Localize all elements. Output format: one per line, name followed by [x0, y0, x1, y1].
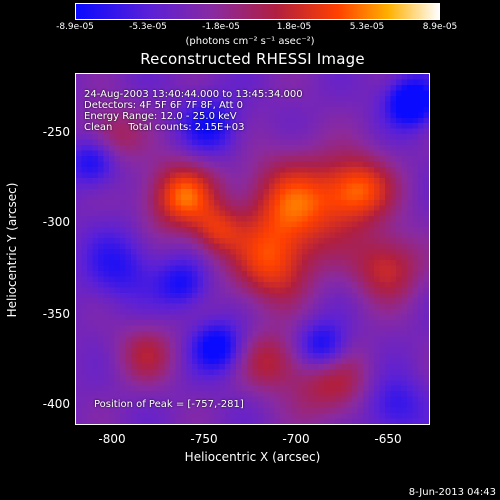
annotation-energy: Energy Range: 12.0 - 25.0 keV — [84, 111, 237, 122]
annotation-detectors: Detectors: 4F 5F 6F 7F 8F, Att 0 — [84, 100, 244, 111]
x-tick-label: -650 — [374, 432, 402, 446]
colorbar — [75, 3, 440, 20]
y-tick-label: -400 — [42, 397, 70, 411]
peak-label: Position of Peak = [-757,-281] — [94, 399, 244, 410]
x-tick-label: -700 — [282, 432, 310, 446]
colorbar-tick: -5.3e-05 — [129, 22, 167, 32]
x-tick-label: -750 — [190, 432, 218, 446]
y-tick-label: -300 — [42, 215, 70, 229]
colorbar-tick: 1.8e-05 — [276, 22, 312, 32]
colorbar-units: (photons cm⁻² s⁻¹ asec⁻²) — [185, 36, 315, 47]
plot-area: 24-Aug-2003 13:40:44.000 to 13:45:34.000… — [75, 73, 430, 425]
annotation-counts: Clean Total counts: 2.15E+03 — [84, 122, 245, 133]
y-tick-label: -350 — [42, 307, 70, 321]
annotation-time: 24-Aug-2003 13:40:44.000 to 13:45:34.000 — [84, 89, 303, 100]
y-axis-label: Heliocentric Y (arcsec) — [5, 182, 19, 318]
chart-title: Reconstructed RHESSI Image — [140, 50, 365, 68]
timestamp: 8-Jun-2013 04:43 — [408, 487, 496, 498]
x-tick-label: -800 — [98, 432, 126, 446]
colorbar-tick: -8.9e-05 — [56, 22, 94, 32]
heatmap-image — [76, 74, 429, 424]
x-axis-label: Heliocentric X (arcsec) — [184, 450, 321, 464]
y-tick-label: -250 — [42, 125, 70, 139]
colorbar-tick: 5.3e-05 — [349, 22, 385, 32]
colorbar-tick: -1.8e-05 — [202, 22, 240, 32]
colorbar-tick: 8.9e-05 — [422, 22, 458, 32]
